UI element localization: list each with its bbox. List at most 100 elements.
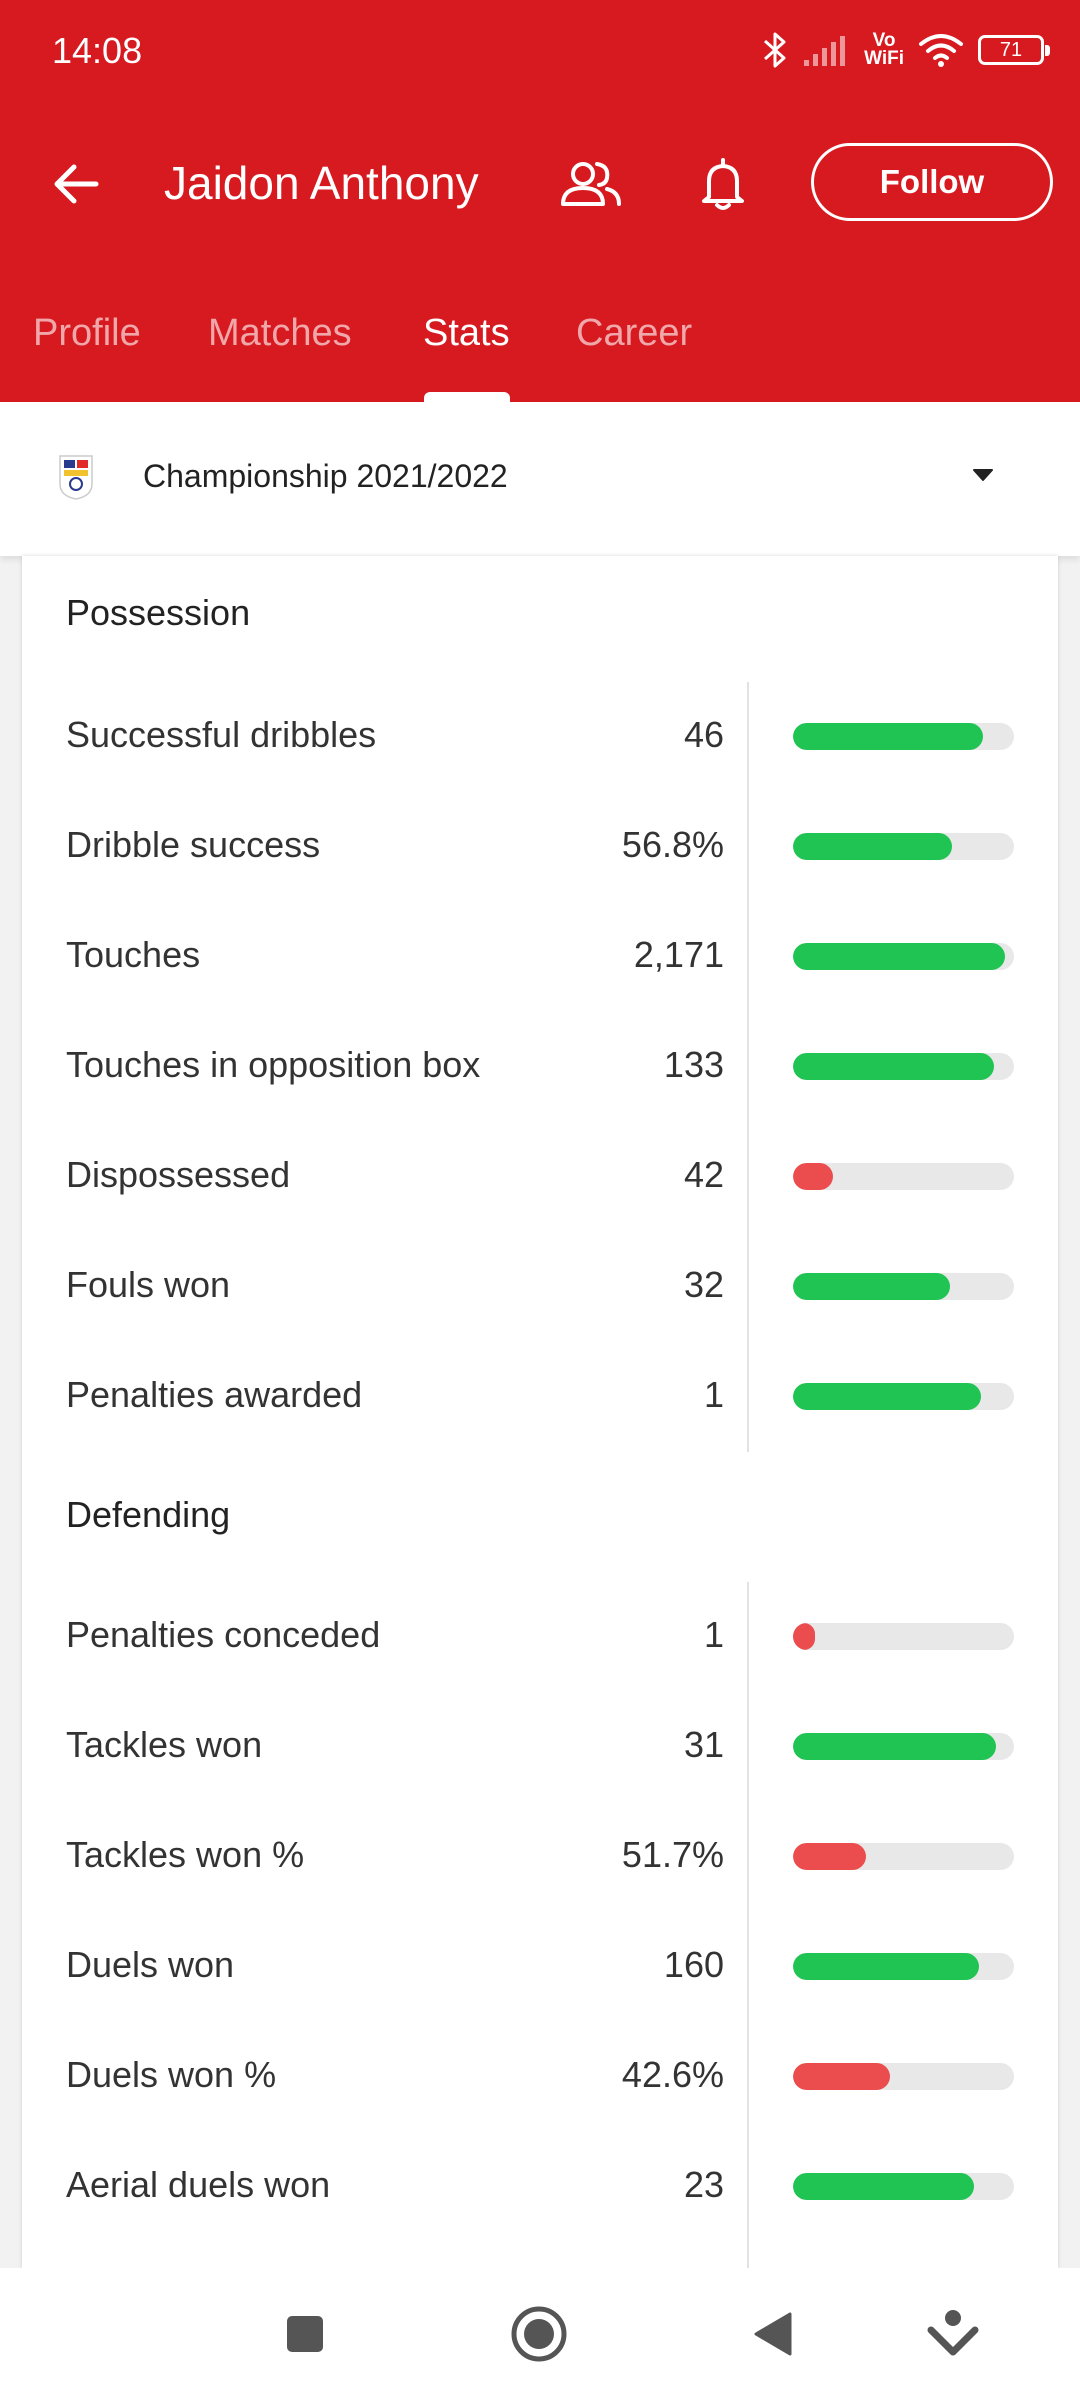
player-name-title: Jaidon Anthony (164, 157, 479, 209)
status-time: 14:08 (52, 30, 143, 71)
percentile-bar-fill (793, 1053, 995, 1080)
percentile-bar (793, 2173, 1014, 2200)
back-nav-button[interactable] (737, 2298, 809, 2370)
stat-value: 1 (703, 1374, 724, 1415)
percentile-bar (793, 723, 1014, 750)
home-button[interactable] (503, 2298, 575, 2370)
stat-label: Tackles won % (66, 1834, 305, 1875)
percentile-bar-fill (793, 1383, 981, 1410)
column-divider (747, 682, 749, 1452)
home-circle-icon (511, 2306, 567, 2362)
stat-label: Duels won (66, 1944, 235, 1985)
app-header: 14:08 Vo WiFi (0, 0, 1080, 402)
tab-career[interactable]: Career (576, 312, 693, 354)
signal-icon (802, 32, 850, 68)
recents-button[interactable] (269, 2298, 341, 2370)
stat-row-successful-dribbles: Successful dribbles 46 (22, 680, 1058, 790)
league-selector[interactable]: Championship 2021/2022 (0, 402, 1080, 556)
stat-row-fouls-won: Fouls won 32 (22, 1230, 1058, 1340)
vowifi-indicator: Vo WiFi (864, 30, 904, 69)
stat-value: 23 (683, 2164, 724, 2205)
stat-row-touches: Touches 2,171 (22, 900, 1058, 1010)
percentile-bar-fill (793, 1733, 997, 1760)
follow-button[interactable]: Follow (811, 143, 1053, 221)
stat-row-dribble-success: Dribble success 56.8% (22, 790, 1058, 900)
efl-championship-logo-icon (59, 455, 93, 500)
column-divider (747, 1582, 749, 2268)
percentile-bar (793, 1383, 1014, 1410)
percentile-bar-fill (793, 833, 953, 860)
stat-row-aerial-duels-won: Aerial duels won 23 (22, 2130, 1058, 2240)
notifications-button[interactable] (687, 148, 759, 220)
stat-value: 133 (663, 1044, 724, 1085)
stats-card: Possession Successful dribbles 46 Dribbl… (22, 556, 1058, 2268)
compare-players-button[interactable] (555, 148, 627, 220)
stat-label: Dispossessed (66, 1154, 291, 1195)
bluetooth-icon (762, 30, 788, 70)
tab-stats[interactable]: Stats (423, 312, 510, 354)
caret-down-icon[interactable] (972, 468, 994, 482)
gesture-assist-button[interactable] (917, 2298, 989, 2370)
stat-row-touches-in-opposition-box: Touches in opposition box 133 (22, 1010, 1058, 1120)
stat-label: Penalties awarded (66, 1374, 363, 1415)
status-icons: Vo WiFi 71 (762, 28, 1050, 72)
stat-row-duels-won-percent: Duels won % 42.6% (22, 2020, 1058, 2130)
percentile-bar-fill (793, 1953, 979, 1980)
battery-icon: 71 (978, 35, 1050, 65)
stat-label: Dribble success (66, 824, 321, 865)
percentile-bar-fill (793, 1273, 950, 1300)
stat-value: 2,171 (633, 934, 724, 975)
tab-matches[interactable]: Matches (208, 312, 352, 354)
percentile-bar (793, 833, 1014, 860)
stat-value: 51.7% (621, 1834, 724, 1875)
stat-value: 42 (683, 1154, 724, 1195)
stat-value: 56.8% (621, 824, 724, 865)
percentile-bar (793, 1623, 1014, 1650)
percentile-bar-fill (793, 2063, 891, 2090)
percentile-bar-fill (793, 1623, 816, 1650)
stat-label: Touches (66, 934, 201, 975)
back-triangle-icon (754, 2312, 792, 2356)
percentile-bar-fill (793, 723, 984, 750)
section-title-defending: Defending (66, 1494, 231, 1535)
back-arrow-icon (54, 164, 99, 204)
stat-value: 1 (703, 1614, 724, 1655)
percentile-bar-fill (793, 943, 1006, 970)
stat-value: 160 (663, 1944, 724, 1985)
stat-row-tackles-won: Tackles won 31 (22, 1690, 1058, 1800)
back-button[interactable] (40, 148, 112, 220)
stat-row-penalties-conceded: Penalties conceded 1 (22, 1580, 1058, 1690)
stat-label: Fouls won (66, 1264, 231, 1305)
tab-bar: Profile Matches Stats Career (0, 290, 1080, 402)
status-bar: 14:08 Vo WiFi (0, 0, 1080, 100)
stat-value: 42.6% (621, 2054, 724, 2095)
percentile-bar-fill (793, 1843, 866, 1870)
stat-value: 32 (683, 1264, 724, 1305)
percentile-bar-fill (793, 1163, 833, 1190)
section-title-possession: Possession (66, 592, 251, 633)
compare-players-icon (561, 162, 621, 206)
bell-icon (702, 158, 744, 210)
stat-value: 46 (683, 714, 724, 755)
percentile-bar (793, 1843, 1014, 1870)
tab-profile[interactable]: Profile (33, 312, 141, 354)
stat-label: Tackles won (66, 1724, 263, 1765)
active-tab-indicator (424, 392, 510, 402)
gesture-assist-icon (927, 2310, 979, 2356)
recents-square-icon (287, 2316, 323, 2352)
percentile-bar (793, 1163, 1014, 1190)
percentile-bar (793, 1733, 1014, 1760)
percentile-bar (793, 943, 1014, 970)
system-navigation-bar (0, 2268, 1080, 2400)
stat-row-tackles-won-percent: Tackles won % 51.7% (22, 1800, 1058, 1910)
stat-value: 31 (683, 1724, 724, 1765)
league-name: Championship 2021/2022 (143, 458, 508, 494)
wifi-icon (918, 32, 964, 68)
stat-row-penalties-awarded: Penalties awarded 1 (22, 1340, 1058, 1450)
toolbar: Jaidon Anthony Follow (0, 130, 1080, 234)
percentile-bar (793, 1953, 1014, 1980)
stat-row-dispossessed: Dispossessed 42 (22, 1120, 1058, 1230)
stat-label: Penalties conceded (66, 1614, 381, 1655)
percentile-bar (793, 1273, 1014, 1300)
percentile-bar-fill (793, 2173, 975, 2200)
